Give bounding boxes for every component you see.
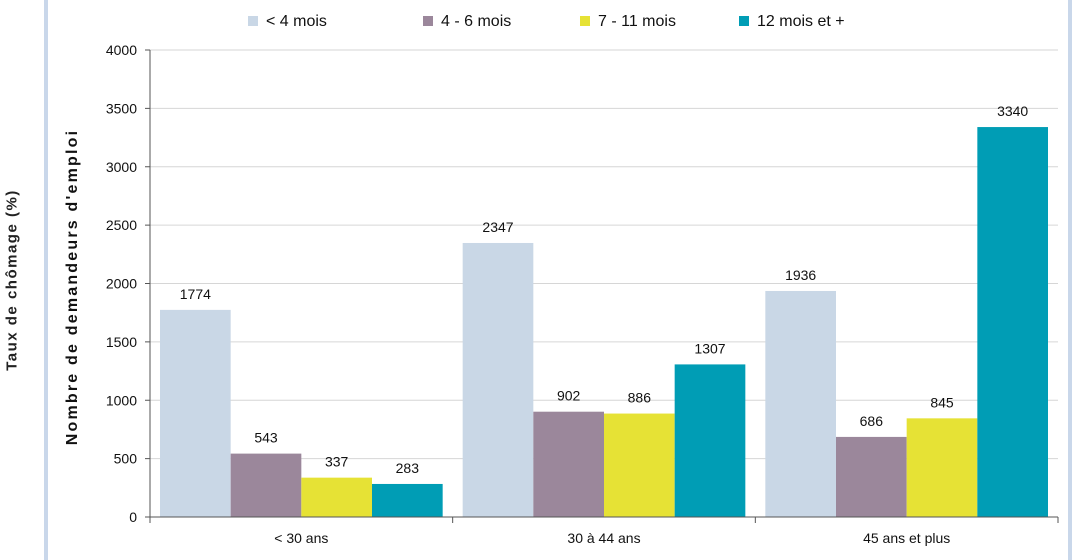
y-tick-label-4000: 4000: [106, 42, 137, 58]
data-label-1-0: 543: [254, 430, 278, 446]
data-label-0-2: 1936: [785, 267, 816, 283]
data-label-3-0: 283: [396, 460, 420, 476]
bar-1-2: [836, 437, 907, 517]
bar-1-1: [533, 412, 604, 517]
legend-swatch-1: [423, 16, 433, 26]
legend-label-1: 4 - 6 mois: [441, 13, 511, 30]
y-tick-label-2000: 2000: [106, 276, 137, 292]
data-label-2-1: 886: [628, 390, 652, 406]
y-tick-label-1500: 1500: [106, 334, 137, 350]
legend-swatch-3: [739, 16, 749, 26]
data-label-1-2: 686: [860, 413, 884, 429]
legend: < 4 mois 4 - 6 mois 7 - 11 mois 12 mois et …: [248, 13, 845, 30]
data-label-0-0: 1774: [180, 286, 211, 302]
y-tick-label-3500: 3500: [106, 100, 137, 116]
bar-2-0: [301, 478, 372, 517]
bar-3-1: [675, 364, 746, 517]
legend-swatch-2: [580, 16, 590, 26]
legend-swatch-0: [248, 16, 258, 26]
data-label-2-2: 845: [930, 394, 954, 410]
bar-1-0: [231, 454, 302, 517]
bar-0-1: [463, 243, 534, 517]
bar-0-2: [765, 291, 836, 517]
y-tick-label-0: 0: [129, 509, 137, 525]
bar-2-2: [907, 418, 978, 517]
y-tick-label-2500: 2500: [106, 217, 137, 233]
x-category-label-0: < 30 ans: [274, 530, 328, 546]
data-label-3-2: 3340: [997, 103, 1028, 119]
data-label-2-0: 337: [325, 454, 349, 470]
y-tick-label-500: 500: [114, 451, 138, 467]
data-label-0-1: 2347: [482, 219, 513, 235]
legend-label-2: 7 - 11 mois: [598, 13, 676, 30]
grid-layer: [150, 50, 1058, 459]
x-category-label-1: 30 à 44 ans: [567, 530, 640, 546]
legend-label-0: < 4 mois: [266, 13, 327, 30]
bar-0-0: [160, 310, 231, 517]
y-tick-label-1000: 1000: [106, 392, 137, 408]
y-tick-label-3000: 3000: [106, 159, 137, 175]
legend-label-3: 12 mois et +: [757, 13, 845, 30]
bar-2-1: [604, 414, 675, 517]
bar-3-0: [372, 484, 443, 517]
bars-layer: 1774 543 337 283 2347 902 886 1307 1936 686 845 334…: [160, 103, 1048, 517]
bar-3-2: [977, 127, 1048, 517]
data-label-1-1: 902: [557, 388, 581, 404]
data-label-3-1: 1307: [694, 340, 725, 356]
x-category-label-2: 45 ans et plus: [863, 530, 950, 546]
